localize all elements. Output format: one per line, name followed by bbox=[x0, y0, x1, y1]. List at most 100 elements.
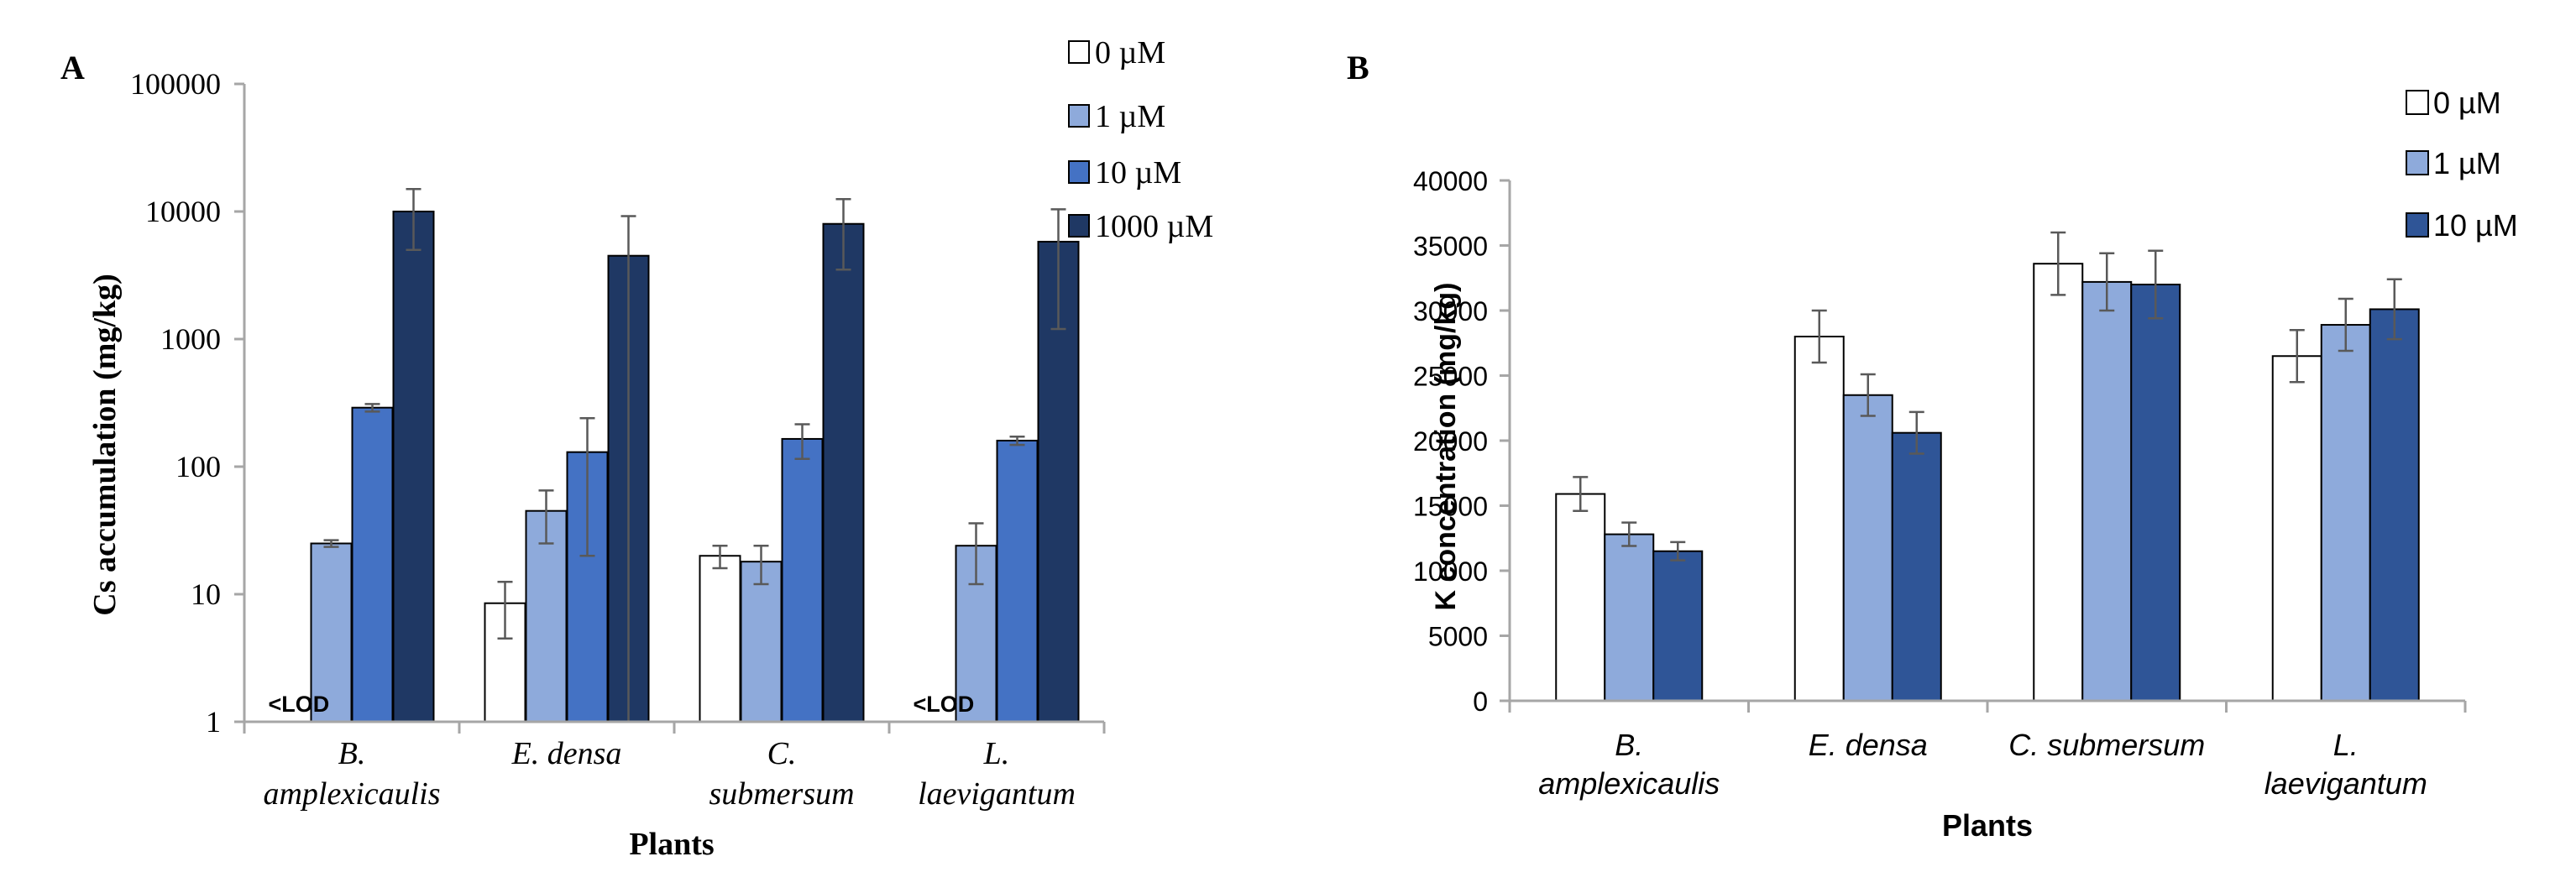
panel-a-bar-0-m-c-submersum bbox=[699, 555, 741, 723]
panel-b-error-bar bbox=[1811, 309, 1827, 364]
panel-b-y-tick-label: 20000 bbox=[1413, 426, 1488, 457]
panel-b-bar-0-m-e-densa bbox=[1793, 336, 1845, 702]
panel-a-error-bar bbox=[579, 416, 595, 557]
panel-b-bar-10-m-l-laevigantum bbox=[2369, 308, 2420, 702]
panel-a-category-label-e-densa: E. densa bbox=[511, 736, 622, 771]
panel-b-error-bar bbox=[2050, 231, 2066, 296]
panel-a-category-label-c-submersum: C. submersum bbox=[709, 736, 854, 812]
panel-a-lod-annotation: <LOD bbox=[269, 692, 330, 717]
legend-swatch bbox=[1068, 160, 1090, 184]
legend-label: 1 µM bbox=[1095, 99, 1165, 134]
panel-b-legend-item-1-m: 1 µM bbox=[2406, 146, 2501, 180]
panel-b-error-bar bbox=[2386, 278, 2402, 341]
panel-a-error-bar bbox=[497, 581, 513, 640]
panel-b-x-axis-title: Plants bbox=[1942, 808, 2033, 843]
panel-b-y-tick-label: 25000 bbox=[1413, 362, 1488, 392]
panel-a-bar-10-m-b-amplexicaulis bbox=[351, 406, 394, 723]
chart-panel-b: B K concentration (mg/kg) Plants 0 5000 10… bbox=[1347, 49, 2518, 843]
panel-a-y-tick-label: 1 bbox=[206, 705, 221, 739]
panel-a-legend-item-1-m: 1 µM bbox=[1068, 99, 1165, 134]
panel-a-error-bar bbox=[968, 522, 984, 586]
panel-a-legend-item-0-m: 0 µM bbox=[1068, 35, 1165, 70]
panel-b-y-tick-label: 40000 bbox=[1413, 166, 1488, 196]
panel-b-category-label-c-submersum: C. submersum bbox=[2008, 728, 2205, 762]
panel-b-bar-10-m-b-amplexicaulis bbox=[1652, 550, 1704, 702]
panel-a-error-bar bbox=[753, 544, 769, 586]
legend-label: 0 µM bbox=[1095, 35, 1165, 70]
legend-label: 0 µM bbox=[2433, 86, 2501, 120]
panel-a-bar-1000-m-b-amplexicaulis bbox=[392, 211, 435, 723]
legend-swatch bbox=[2406, 150, 2429, 175]
panel-a-y-tick-label: 10000 bbox=[145, 195, 221, 228]
panel-a-y-tick-label: 10 bbox=[191, 577, 221, 611]
panel-a-error-bar bbox=[406, 187, 421, 252]
panel-a-legend-item-1000-m: 1000 µM bbox=[1068, 209, 1213, 244]
panel-a-error-bar bbox=[712, 544, 728, 570]
panel-a-y-axis-title: Cs accumulation (mg/kg) bbox=[87, 274, 123, 615]
panel-b-y-tick-label: 15000 bbox=[1413, 492, 1488, 522]
panel-a-error-bar bbox=[835, 198, 851, 271]
panel-a-error-bar bbox=[538, 489, 554, 545]
legend-label: 1000 µM bbox=[1095, 209, 1213, 244]
panel-a-category-label-l-laevigantum: L. laevigantum bbox=[918, 736, 1076, 812]
panel-b-error-bar bbox=[1573, 476, 1589, 512]
panel-a-bar-1-m-c-submersum bbox=[740, 561, 783, 723]
panel-b-error-bar bbox=[2099, 252, 2115, 312]
panel-a-legend: 0 µM 1 µM 10 µM 1000 µM bbox=[1068, 35, 1213, 244]
panel-a-y-tick-label: 100000 bbox=[130, 67, 221, 101]
legend-label: 10 µM bbox=[2433, 208, 2518, 243]
panel-a-bar-1000-m-c-submersum bbox=[822, 222, 865, 723]
panel-b-y-tick-label: 30000 bbox=[1413, 296, 1488, 326]
panel-a-category-label-b-amplexicaulis: B. amplexicaulis bbox=[263, 736, 440, 812]
panel-b-error-bar bbox=[2338, 297, 2353, 352]
legend-label: 10 µM bbox=[1095, 155, 1181, 191]
panel-b-bar-1-m-e-densa bbox=[1842, 394, 1893, 702]
panel-a-lod-annotation: <LOD bbox=[914, 692, 975, 717]
panel-b-bar-1-m-c-submersum bbox=[2081, 280, 2133, 702]
panel-a-error-bar bbox=[364, 403, 380, 413]
legend-swatch bbox=[1068, 104, 1090, 128]
panel-b-category-label-l-laevigantum: L. laevigantum bbox=[2264, 728, 2427, 801]
panel-b-label: B bbox=[1347, 49, 1369, 86]
panel-a-legend-item-10-m: 10 µM bbox=[1068, 155, 1181, 191]
panel-a-bar-10-m-c-submersum bbox=[781, 437, 824, 723]
panel-b-error-bar bbox=[1908, 410, 1924, 455]
panel-b-y-tick-label: 35000 bbox=[1413, 232, 1488, 262]
panel-b-y-tick-label: 10000 bbox=[1413, 556, 1488, 587]
legend-swatch bbox=[1068, 40, 1090, 64]
panel-b-error-bar bbox=[1670, 540, 1686, 561]
panel-a-label: A bbox=[60, 49, 85, 86]
chart-panel-a: A Cs accumulation (mg/kg) Plants <LOD <LO… bbox=[60, 35, 1213, 862]
panel-b-bar-1-m-b-amplexicaulis bbox=[1604, 533, 1655, 702]
panel-a-y-tick-label: 1000 bbox=[160, 322, 221, 356]
panel-b-y-tick-label: 5000 bbox=[1428, 622, 1488, 652]
panel-b-error-bar bbox=[2148, 249, 2164, 320]
panel-b-error-bar bbox=[1860, 373, 1876, 417]
panel-b-y-tick-label: 0 bbox=[1473, 687, 1488, 717]
panel-b-bar-1-m-l-laevigantum bbox=[2320, 324, 2371, 702]
panel-b-bar-10-m-c-submersum bbox=[2130, 284, 2181, 702]
panel-b-error-bar bbox=[2289, 329, 2305, 384]
panel-a-error-bar bbox=[323, 539, 339, 548]
panel-b-bar-10-m-e-densa bbox=[1891, 431, 1942, 702]
panel-b-y-axis-title: K concentration (mg/kg) bbox=[1430, 282, 1462, 610]
panel-a-error-bar bbox=[794, 423, 810, 461]
panel-b-bar-0-m-c-submersum bbox=[2033, 263, 2084, 702]
panel-a-error-bar bbox=[1009, 435, 1025, 446]
panel-a-x-axis-title: Plants bbox=[629, 827, 714, 862]
panel-b-legend-item-10-m: 10 µM bbox=[2406, 208, 2518, 243]
panel-b-bar-0-m-b-amplexicaulis bbox=[1555, 493, 1606, 702]
panel-a-bar-10-m-l-laevigantum bbox=[996, 439, 1039, 723]
panel-b-category-label-b-amplexicaulis: B. amplexicaulis bbox=[1538, 728, 1720, 801]
panel-b-category-label-e-densa: E. densa bbox=[1809, 728, 1928, 762]
panel-b-bar-0-m-l-laevigantum bbox=[2271, 355, 2322, 702]
panel-b-legend: 0 µM 1 µM 10 µM bbox=[2406, 86, 2518, 243]
legend-label: 1 µM bbox=[2433, 146, 2501, 180]
panel-b-error-bar bbox=[1621, 521, 1637, 547]
panel-a-error-bar bbox=[1050, 208, 1066, 331]
legend-swatch bbox=[2406, 212, 2429, 238]
panel-a-y-tick-label: 100 bbox=[175, 450, 221, 483]
panel-b-legend-item-0-m: 0 µM bbox=[2406, 86, 2501, 120]
legend-swatch bbox=[1068, 214, 1090, 238]
